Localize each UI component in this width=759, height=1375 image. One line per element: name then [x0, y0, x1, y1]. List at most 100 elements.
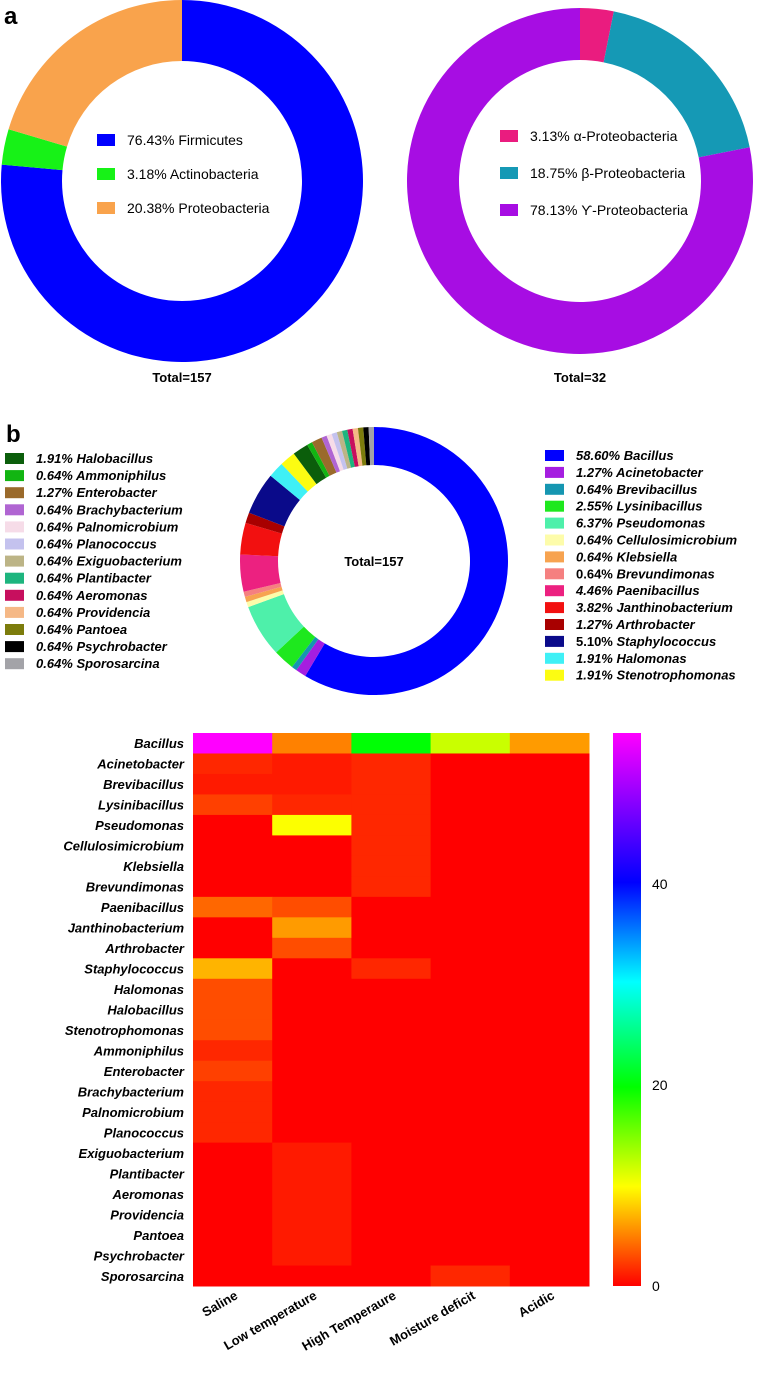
heatmap-cell-planococcus-moisture-deficit	[430, 1122, 511, 1144]
genus-legend-swatch-staphylococcus	[545, 635, 564, 647]
heatmap-cell-palnomicrobium-low-temperature	[272, 1101, 352, 1123]
heatmap-cell-janthinobacterium-saline	[193, 917, 273, 939]
proteobacteria-slice-proteobacteria	[580, 8, 614, 63]
heatmap-cell-lysinibacillus-moisture-deficit	[430, 794, 511, 816]
genus-legend-entry-pantoea: 0.64% Pantoea	[36, 622, 127, 637]
genus-legend-entry-brevibacillus: 0.64% Brevibacillus	[576, 482, 697, 497]
genus-slice-planococcus	[331, 432, 348, 470]
heatmap-cell-aeromonas-moisture-deficit	[430, 1183, 511, 1205]
genus-legend-entry-acinetobacter: 1.27% Acinetobacter	[576, 465, 704, 480]
genus-slice-arthrobacter	[245, 512, 285, 534]
heatmap-cell-staphylococcus-acidic	[509, 958, 590, 980]
heatmap-row-label-plantibacter: Plantibacter	[110, 1166, 185, 1181]
genus-legend-swatch-halobacillus	[5, 453, 24, 464]
heatmap-cell-pantoea-moisture-deficit	[430, 1224, 511, 1246]
genus-legend-swatch-aeromonas	[5, 589, 24, 601]
colorbar-tick-20: 20	[652, 1077, 668, 1093]
heatmap-cell-halomonas-saline	[193, 978, 273, 1000]
heatmap-cell-planococcus-acidic	[509, 1122, 590, 1144]
heatmap-cell-klebsiella-high-temperaure	[351, 855, 432, 877]
donut-phylum	[0, 0, 364, 363]
genus-legend-swatch-psychrobacter	[5, 641, 24, 653]
genus-legend-swatch-pantoea	[5, 624, 24, 635]
phylum-slice-firmicutes	[0, 0, 364, 363]
genus-legend-entry-cellulosimicrobium: 0.64% Cellulosimicrobium	[576, 533, 738, 548]
heatmap-cell-halobacillus-moisture-deficit	[430, 999, 511, 1021]
genus-legend-swatch-bacillus	[545, 450, 564, 461]
heatmap-cell-stenotrophomonas-acidic	[509, 1019, 590, 1041]
heatmap-cell-halomonas-low-temperature	[272, 978, 352, 1000]
genus-legend-entry-staphylococcus: 5.10% Staphylococcus	[576, 634, 716, 649]
heatmap-row-label-klebsiella: Klebsiella	[123, 859, 184, 874]
genus-slice-brachybacterium	[321, 435, 341, 473]
heatmap-cell-bacillus-acidic	[509, 733, 590, 754]
heatmap-cell-staphylococcus-high-temperaure	[351, 958, 432, 980]
heatmap-cell-cellulosimicrobium-low-temperature	[272, 835, 352, 857]
genus-legend-entry-providencia: 0.64% Providencia	[36, 605, 150, 620]
heatmap-cell-plantibacter-high-temperaure	[351, 1163, 432, 1185]
heatmap-cell-klebsiella-saline	[193, 855, 273, 877]
genus-legend-entry-palnomicrobium: 0.64% Palnomicrobium	[36, 519, 179, 534]
phylum-legend-swatch-proteobacteria	[97, 202, 115, 214]
heatmap-cell-exiguobacterium-saline	[193, 1142, 273, 1164]
genus-slice-bacillus	[305, 427, 508, 695]
heatmap-cell-bacillus-saline	[193, 733, 273, 754]
genus-legend-entry-halomonas: 1.91% Halomonas	[576, 651, 687, 666]
genus-slice-enterobacter	[311, 437, 337, 476]
heatmap-cell-janthinobacterium-low-temperature	[272, 917, 352, 939]
genus-legend-entry-sporosarcina: 0.64% Sporosarcina	[36, 656, 160, 671]
heatmap-cell-halobacillus-acidic	[509, 999, 590, 1021]
heatmap-cell-aeromonas-high-temperaure	[351, 1183, 432, 1205]
heatmap-cell-palnomicrobium-moisture-deficit	[430, 1101, 511, 1123]
genus-slice-aeromonas	[347, 428, 359, 467]
genus-legend-swatch-halomonas	[545, 652, 564, 664]
heatmap-cell-exiguobacterium-low-temperature	[272, 1142, 352, 1164]
heatmap-cell-stenotrophomonas-low-temperature	[272, 1019, 352, 1041]
heatmap-cell-arthrobacter-low-temperature	[272, 937, 352, 959]
genus-legend-swatch-brachybacterium	[5, 504, 24, 516]
heatmap-row-label-exiguobacterium: Exiguobacterium	[79, 1146, 185, 1161]
heatmap-cell-pseudomonas-acidic	[509, 814, 590, 836]
genus-legend-entry-stenotrophomonas: 1.91% Stenotrophomonas	[576, 668, 736, 683]
heatmap-cell-enterobacter-acidic	[509, 1060, 590, 1082]
heatmap-cell-halobacillus-saline	[193, 999, 273, 1021]
heatmap-cell-pantoea-acidic	[509, 1224, 590, 1246]
heatmap-cell-aeromonas-low-temperature	[272, 1183, 352, 1205]
heatmap-row-label-pseudomonas: Pseudomonas	[95, 818, 184, 833]
heatmap-cell-palnomicrobium-acidic	[509, 1101, 590, 1123]
phylum-slice-actinobacteria	[1, 129, 68, 171]
heatmap-cell-pantoea-low-temperature	[272, 1224, 352, 1246]
heatmap-cell-staphylococcus-saline	[193, 958, 273, 980]
heatmap-cell-arthrobacter-acidic	[509, 937, 590, 959]
genus-slice-staphylococcus	[249, 475, 300, 527]
heatmap-cell-sporosarcina-moisture-deficit	[430, 1265, 511, 1287]
total-proteobacteria: Total=32	[554, 370, 606, 385]
heatmap-cell-brevibacillus-saline	[193, 773, 273, 795]
proteobacteria-legend-swatch-proteobacteria	[500, 204, 518, 216]
heatmap-cell-aeromonas-saline	[193, 1183, 273, 1205]
heatmap-row-label-bacillus: Bacillus	[134, 736, 184, 751]
heatmap-cell-arthrobacter-saline	[193, 937, 273, 959]
heatmap-cell-janthinobacterium-acidic	[509, 917, 590, 939]
heatmap-cell-arthrobacter-moisture-deficit	[430, 937, 511, 959]
proteobacteria-legend-entry-proteobacteria: 3.13% α-Proteobacteria	[530, 128, 678, 144]
heatmap-cell-cellulosimicrobium-saline	[193, 835, 273, 857]
genus-legend-swatch-enterobacter	[5, 487, 24, 499]
heatmap-col-label-moisture-deficit: Moisture deficit	[387, 1287, 478, 1348]
colorbar: 0 20 40	[613, 733, 668, 1294]
heatmap-cell-exiguobacterium-high-temperaure	[351, 1142, 432, 1164]
heatmap-cell-psychrobacter-saline	[193, 1245, 273, 1267]
heatmap-cell-halobacillus-high-temperaure	[351, 999, 432, 1021]
heatmap-cell-paenibacillus-high-temperaure	[351, 896, 432, 918]
heatmap-cell-acinetobacter-moisture-deficit	[430, 753, 511, 775]
heatmap-cell-ammoniphilus-low-temperature	[272, 1040, 352, 1062]
heatmap-row-label-planococcus: Planococcus	[104, 1125, 184, 1140]
heatmap-cell-brachybacterium-moisture-deficit	[430, 1081, 511, 1103]
genus-legend-swatch-paenibacillus	[545, 585, 564, 597]
genus-slice-paenibacillus	[239, 554, 281, 592]
genus-slice-psychrobacter	[363, 427, 371, 466]
genus-legend-swatch-planococcus	[5, 538, 24, 550]
genus-slice-klebsiella	[244, 586, 283, 603]
heatmap-cell-psychrobacter-acidic	[509, 1245, 590, 1267]
heatmap-cell-lysinibacillus-acidic	[509, 794, 590, 816]
